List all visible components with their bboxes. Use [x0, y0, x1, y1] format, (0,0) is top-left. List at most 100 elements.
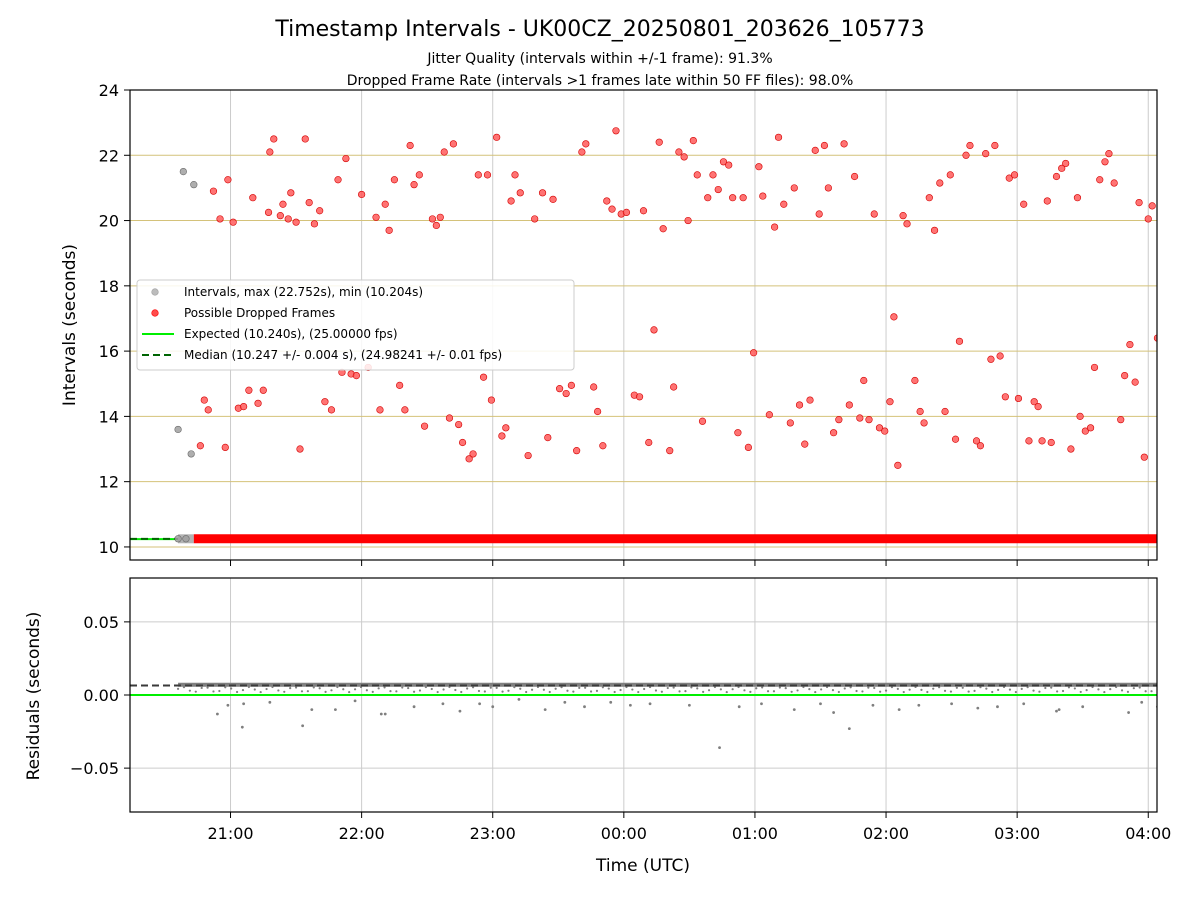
residual-point — [672, 686, 675, 689]
dropped-frame-point — [449, 140, 457, 148]
residual-point — [950, 702, 953, 706]
dropped-frame-point — [440, 148, 448, 156]
residual-point — [342, 688, 345, 691]
x-tick-label: 23:00 — [470, 824, 516, 843]
legend: Intervals, max (22.752s), min (10.204s) P… — [136, 279, 575, 371]
dropped-frame-point — [1172, 225, 1179, 232]
residual-point — [294, 686, 298, 689]
dropped-frame-point — [436, 213, 444, 221]
dropped-frame-point — [372, 213, 380, 221]
residual-point — [1132, 687, 1135, 690]
residual-point — [242, 702, 246, 706]
dropped-frame-point — [396, 381, 404, 389]
residual-point — [790, 690, 793, 693]
residual-point — [389, 690, 392, 693]
dropped-frame-point — [196, 442, 204, 450]
residual-point — [920, 688, 923, 691]
dropped-frame-point — [254, 399, 262, 407]
dropped-frame-point — [1105, 150, 1113, 158]
dropped-frame-point — [493, 133, 501, 141]
dropped-frame-point — [245, 386, 253, 394]
top-y-axis-label: Intervals (seconds) — [60, 244, 80, 406]
dropped-frame-point — [1090, 363, 1099, 372]
residual-point — [1057, 708, 1061, 712]
dropped-frame-point — [1043, 197, 1051, 205]
residual-point — [1120, 689, 1124, 692]
dropped-frame-point — [750, 349, 758, 357]
interval-point — [182, 535, 190, 543]
dropped-frame-point — [1025, 437, 1033, 445]
residual-point — [176, 687, 180, 690]
residual-point — [1061, 689, 1065, 693]
dropped-frame-point — [1034, 402, 1042, 411]
residual-point — [808, 687, 811, 691]
dropped-frame-point — [689, 136, 697, 145]
residual-point — [955, 686, 958, 689]
residual-point — [478, 702, 482, 706]
residual-point — [879, 690, 882, 693]
residual-point — [1026, 686, 1029, 689]
dropped-frame-point — [385, 226, 393, 234]
residual-point — [718, 746, 721, 750]
residual-point — [1127, 711, 1130, 714]
dropped-frame-point — [1014, 394, 1023, 403]
residual-point — [831, 688, 835, 692]
residual-point — [1008, 688, 1012, 691]
residual-point — [289, 687, 292, 690]
residual-point — [648, 685, 652, 689]
residual-point — [247, 685, 250, 689]
residuals-panel: −0.05 0.00 0.05 21:00 22:00 23:00 00:00 01:00 02… — [70, 577, 1171, 843]
dropped-frame-point — [771, 223, 779, 231]
dropped-frame-point — [594, 407, 602, 416]
residual-point — [206, 686, 209, 689]
residual-point — [1138, 686, 1141, 689]
dropped-frame-point — [899, 212, 907, 220]
dropped-frame-point — [1052, 172, 1061, 181]
residual-point — [424, 685, 427, 689]
dropped-frame-point — [316, 207, 324, 215]
dropped-frame-point — [1073, 194, 1082, 202]
residual-point — [884, 689, 888, 692]
residual-point — [1055, 709, 1058, 713]
residual-point — [589, 690, 593, 693]
residual-point — [1103, 690, 1106, 694]
dropped-frame-point — [487, 396, 496, 404]
x-axis-label: Time (UTC) — [595, 856, 690, 876]
dropped-frame-point — [1058, 164, 1066, 172]
interval-point — [179, 167, 187, 176]
residual-point — [353, 688, 357, 691]
dropped-frame-point — [1148, 202, 1156, 210]
top-y-tick-label: 10 — [99, 538, 119, 557]
bottom-plot-area — [130, 578, 1157, 812]
dropped-frame-point — [655, 138, 663, 146]
residual-point — [867, 686, 870, 689]
x-tick-label: 01:00 — [732, 824, 778, 843]
dropped-frame-point — [590, 383, 598, 391]
dropped-frame-point — [1182, 142, 1189, 149]
dropped-frame-point — [1030, 398, 1038, 406]
residual-point — [554, 687, 557, 690]
interval-point — [174, 535, 182, 543]
dropped-frame-point — [835, 416, 843, 424]
residual-point — [200, 686, 203, 690]
dropped-frame-point — [693, 171, 701, 179]
residual-point — [772, 690, 776, 693]
dropped-frame-point — [1001, 393, 1009, 401]
residual-point — [560, 686, 563, 689]
dropped-frame-point — [483, 171, 492, 179]
chart-title: Timestamp Intervals - UK00CZ_20250801_20… — [274, 17, 924, 42]
dropped-frame-point — [925, 194, 933, 202]
residual-point — [271, 685, 274, 689]
residual-point — [961, 686, 964, 689]
dropped-frame-point — [719, 158, 728, 166]
dropped-frame-point — [774, 133, 783, 141]
residual-point — [802, 685, 805, 689]
residual-point — [985, 687, 988, 690]
dropped-frame-point — [287, 189, 295, 197]
residual-point — [1097, 688, 1100, 691]
residual-point — [601, 686, 604, 689]
legend-marker-icon — [151, 309, 159, 317]
dropped-frame-point — [860, 376, 868, 385]
residual-point — [379, 712, 383, 716]
